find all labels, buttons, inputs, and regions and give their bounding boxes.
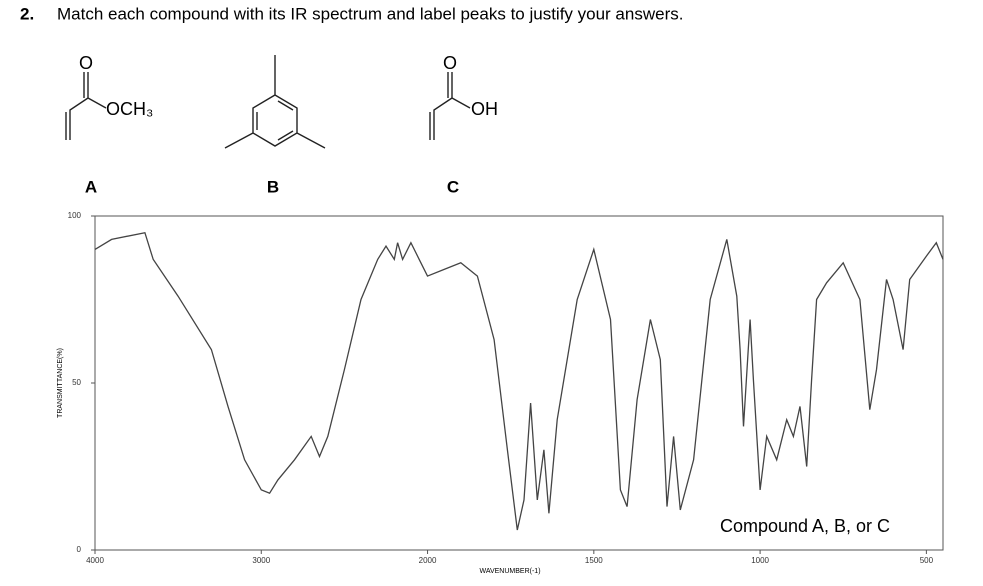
question-text: Match each compound with its IR spectrum… xyxy=(57,4,683,23)
structure-label: B xyxy=(267,177,279,196)
bonds xyxy=(65,72,107,140)
plot-frame xyxy=(94,215,944,551)
structure-label: C xyxy=(447,177,459,196)
x-axis-label: WAVENUMBER(-1) xyxy=(479,568,540,575)
x-tick-label: 1000 xyxy=(751,556,769,565)
annotation: Compound A, B, or C xyxy=(720,516,890,536)
x-tick-label: 4000 xyxy=(86,556,104,565)
question-number: 2. xyxy=(20,4,34,23)
x-tick-label: 3000 xyxy=(252,556,270,565)
y-tick-label: 100 xyxy=(68,211,82,220)
x-tick-label: 1500 xyxy=(585,556,603,565)
structure-label: A xyxy=(85,177,97,196)
atom: OCH₃ xyxy=(106,99,153,119)
x-tick-label: 2000 xyxy=(419,556,437,565)
ir-spectrum: Compound A, B, or C WAVENUMBER(-1) TRANS… xyxy=(57,211,944,575)
bonds xyxy=(224,55,326,149)
bonds xyxy=(429,72,471,140)
atom: O xyxy=(443,53,457,73)
structure-a: O OCH₃ A xyxy=(65,53,153,196)
y-tick-label: 0 xyxy=(77,545,82,554)
spectrum-line xyxy=(94,231,944,531)
x-tick-label: 500 xyxy=(920,556,934,565)
structure-b: B xyxy=(224,55,326,196)
atom: OH xyxy=(471,99,498,119)
structure-c: O OH C xyxy=(429,53,498,196)
atom: O xyxy=(79,53,93,73)
y-axis-label: TRANSMITTANCE(%) xyxy=(57,348,64,418)
y-tick-label: 50 xyxy=(72,378,81,387)
